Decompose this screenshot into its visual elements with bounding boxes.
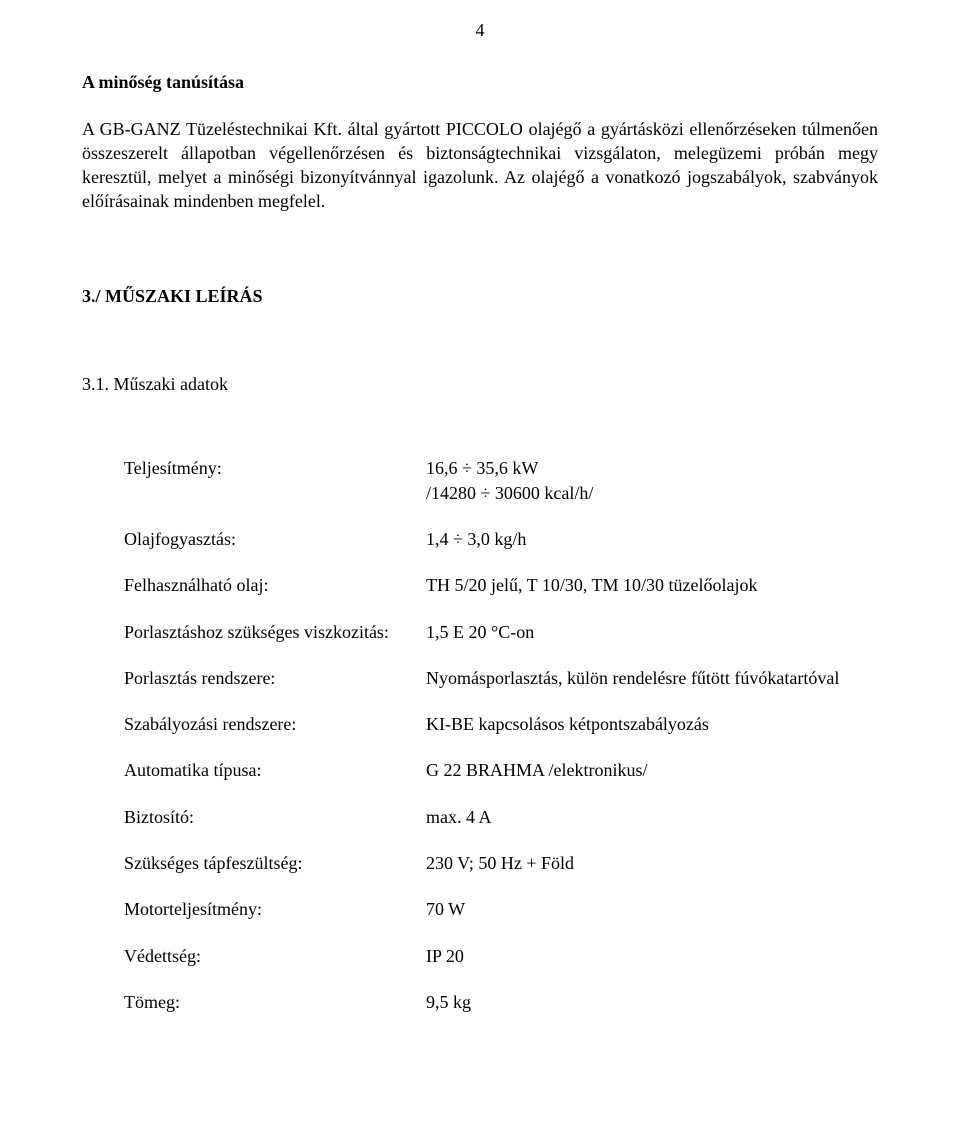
spec-row-performance-alt: /14280 ÷ 30600 kcal/h/ — [124, 481, 878, 505]
paragraph-quality-cert: A GB-GANZ Tüzeléstechnikai Kft. által gy… — [82, 117, 878, 214]
spec-value: 9,5 kg — [426, 990, 878, 1014]
spec-value: KI-BE kapcsolásos kétpontszabályozás — [426, 712, 878, 736]
spec-row-protection: Védettség: IP 20 — [124, 944, 878, 968]
spec-value: 230 V; 50 Hz + Föld — [426, 851, 878, 875]
spec-row-viscosity: Porlasztáshoz szükséges viszkozitás: 1,5… — [124, 620, 878, 644]
spec-label: Porlasztáshoz szükséges viszkozitás: — [124, 620, 426, 644]
spec-value: 70 W — [426, 897, 878, 921]
spec-label: Felhasználható olaj: — [124, 573, 426, 597]
spec-label: Automatika típusa: — [124, 758, 426, 782]
spec-row-performance: Teljesítmény: 16,6 ÷ 35,6 kW — [124, 456, 878, 480]
heading-tech-data: 3.1. Műszaki adatok — [82, 372, 878, 396]
page-number: 4 — [82, 18, 878, 42]
spec-label: Szükséges tápfeszültség: — [124, 851, 426, 875]
spec-row-supply: Szükséges tápfeszültség: 230 V; 50 Hz + … — [124, 851, 878, 875]
spec-label: Biztosító: — [124, 805, 426, 829]
spec-value: /14280 ÷ 30600 kcal/h/ — [426, 481, 878, 505]
spec-row-weight: Tömeg: 9,5 kg — [124, 990, 878, 1014]
spec-value: 16,6 ÷ 35,6 kW — [426, 456, 878, 480]
spec-row-oil-consumption: Olajfogyasztás: 1,4 ÷ 3,0 kg/h — [124, 527, 878, 551]
heading-quality: A minőség tanúsítása — [82, 70, 878, 94]
spec-row-automation: Automatika típusa: G 22 BRAHMA /elektron… — [124, 758, 878, 782]
spec-value: 1,5 E 20 °C-on — [426, 620, 878, 644]
spec-table: Teljesítmény: 16,6 ÷ 35,6 kW /14280 ÷ 30… — [82, 456, 878, 1014]
spec-label: Tömeg: — [124, 990, 426, 1014]
spec-row-atomization: Porlasztás rendszere: Nyomásporlasztás, … — [124, 666, 878, 690]
spec-row-fuse: Biztosító: max. 4 A — [124, 805, 878, 829]
spec-label: Motorteljesítmény: — [124, 897, 426, 921]
spec-label: Porlasztás rendszere: — [124, 666, 426, 690]
spec-value: TH 5/20 jelű, T 10/30, TM 10/30 tüzelőol… — [426, 573, 878, 597]
spec-row-motor: Motorteljesítmény: 70 W — [124, 897, 878, 921]
spec-value: IP 20 — [426, 944, 878, 968]
spec-label: Szabályozási rendszere: — [124, 712, 426, 736]
spec-label: Védettség: — [124, 944, 426, 968]
spec-row-usable-oil: Felhasználható olaj: TH 5/20 jelű, T 10/… — [124, 573, 878, 597]
spec-value: 1,4 ÷ 3,0 kg/h — [426, 527, 878, 551]
spec-value: max. 4 A — [426, 805, 878, 829]
spec-label: Teljesítmény: — [124, 456, 426, 480]
spec-value: G 22 BRAHMA /elektronikus/ — [426, 758, 878, 782]
spec-value: Nyomásporlasztás, külön rendelésre fűtöt… — [426, 666, 878, 690]
spec-row-regulation: Szabályozási rendszere: KI-BE kapcsoláso… — [124, 712, 878, 736]
spec-label: Olajfogyasztás: — [124, 527, 426, 551]
heading-tech-description: 3./ MŰSZAKI LEÍRÁS — [82, 284, 878, 308]
